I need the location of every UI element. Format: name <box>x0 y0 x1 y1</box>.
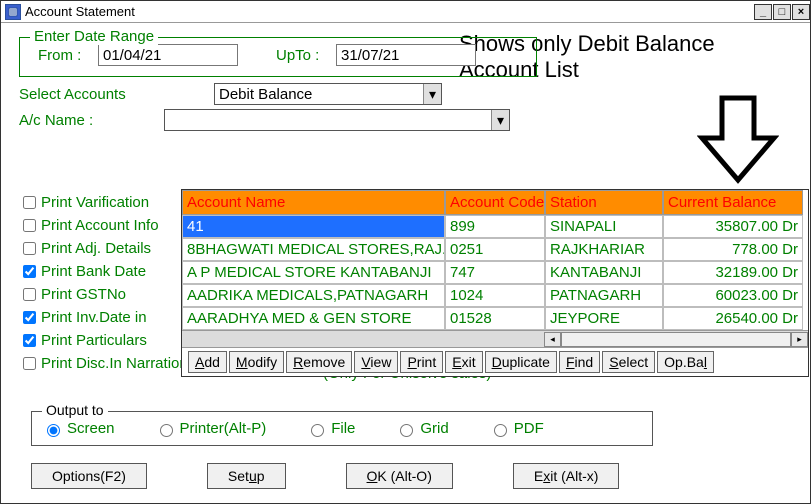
app-icon <box>5 4 21 20</box>
grid-row[interactable]: AADRIKA MEDICALS,PATNAGARH 1024 PATNAGAR… <box>182 284 808 307</box>
close-button[interactable]: × <box>792 4 810 20</box>
upto-label: UpTo : <box>276 47 336 64</box>
cell-name: AARADHYA MED & GEN STORE <box>182 307 445 330</box>
scroll-right-icon[interactable]: ▸ <box>791 332 808 347</box>
cell-name: AADRIKA MEDICALS,PATNAGARH <box>182 284 445 307</box>
select-accounts-label: Select Accounts <box>19 86 214 103</box>
grid-body: 41 899 SINAPALI 35807.00 Dr 8BHAGWATI ME… <box>182 215 808 330</box>
print-gstno-checkbox[interactable] <box>23 288 36 301</box>
col-header-name[interactable]: Account Name <box>182 190 445 215</box>
add-button[interactable]: Add <box>188 351 227 373</box>
date-range-fieldset: Enter Date Range From : UpTo : <box>19 37 537 77</box>
chevron-down-icon[interactable]: ▾ <box>423 84 441 104</box>
horizontal-scrollbar[interactable]: ◂ ▸ <box>182 330 808 347</box>
from-label: From : <box>38 47 98 64</box>
output-to-legend: Output to <box>42 402 108 418</box>
annotation-arrow-icon <box>697 93 779 185</box>
cell-balance: 60023.00 Dr <box>663 284 803 307</box>
grid-toolbar: Add Modify Remove View Print Exit Duplic… <box>182 347 808 376</box>
cell-name: A P MEDICAL STORE KANTABANJI <box>182 261 445 284</box>
print-particulars-label: Print Particulars <box>41 332 147 349</box>
output-printer-radio[interactable]: Printer(Alt-P) <box>155 420 267 437</box>
select-accounts-combo[interactable]: ▾ <box>214 83 442 105</box>
print-account-info-label: Print Account Info <box>41 217 159 234</box>
output-file-radio[interactable]: File <box>306 420 355 437</box>
modify-button[interactable]: Modify <box>229 351 284 373</box>
find-button[interactable]: Find <box>559 351 600 373</box>
exit-button[interactable]: Exit <box>445 351 482 373</box>
output-to-fieldset: Output to Screen Printer(Alt-P) File Gri… <box>31 411 653 446</box>
print-adj-details-checkbox[interactable] <box>23 242 36 255</box>
cell-station: PATNAGARH <box>545 284 663 307</box>
window-title: Account Statement <box>25 4 135 19</box>
print-button[interactable]: Print <box>400 351 443 373</box>
upto-date-input[interactable] <box>336 44 476 66</box>
print-options-group: Print Varification Print Account Info Pr… <box>19 193 199 377</box>
cell-station: KANTABANJI <box>545 261 663 284</box>
chevron-down-icon[interactable]: ▾ <box>491 110 509 130</box>
print-particulars-checkbox[interactable] <box>23 334 36 347</box>
ac-name-combo[interactable]: ▾ <box>164 109 510 131</box>
ok-button[interactable]: OK (Alt-O) <box>346 463 453 489</box>
cell-balance: 778.00 Dr <box>663 238 803 261</box>
col-header-station[interactable]: Station <box>545 190 663 215</box>
print-bank-date-checkbox[interactable] <box>23 265 36 278</box>
grid-row[interactable]: 8BHAGWATI MEDICAL STORES,RAJ... 0251 RAJ… <box>182 238 808 261</box>
account-statement-window: Account Statement _ □ × Shows only Debit… <box>0 0 811 504</box>
output-screen-radio[interactable]: Screen <box>42 420 115 437</box>
grid-header-row: Account Name Account Code Station Curren… <box>182 190 808 215</box>
ac-name-input[interactable] <box>165 110 491 130</box>
duplicate-button[interactable]: Duplicate <box>485 351 557 373</box>
print-disc-narration-label: Print Disc.In Narration <box>41 355 188 372</box>
cell-balance: 26540.00 Dr <box>663 307 803 330</box>
print-adj-details-label: Print Adj. Details <box>41 240 151 257</box>
cell-balance: 32189.00 Dr <box>663 261 803 284</box>
cell-code: 747 <box>445 261 545 284</box>
col-header-balance[interactable]: Current Balance <box>663 190 803 215</box>
grid-row[interactable]: 41 899 SINAPALI 35807.00 Dr <box>182 215 808 238</box>
from-date-input[interactable] <box>98 44 238 66</box>
output-grid-radio[interactable]: Grid <box>395 420 448 437</box>
print-verification-label: Print Varification <box>41 194 149 211</box>
cell-code: 01528 <box>445 307 545 330</box>
cell-station: SINAPALI <box>545 215 663 238</box>
minimize-button[interactable]: _ <box>754 4 772 20</box>
cell-station: RAJKHARIAR <box>545 238 663 261</box>
cell-name: 8BHAGWATI MEDICAL STORES,RAJ... <box>182 238 445 261</box>
cell-code: 0251 <box>445 238 545 261</box>
date-range-legend: Enter Date Range <box>30 28 158 45</box>
output-pdf-radio[interactable]: PDF <box>489 420 544 437</box>
bottom-button-row: Options(F2) Setup OK (Alt-O) Exit (Alt-x… <box>31 463 619 489</box>
print-account-info-checkbox[interactable] <box>23 219 36 232</box>
cell-code: 899 <box>445 215 545 238</box>
opbal-button[interactable]: Op.Bal <box>657 351 714 373</box>
scroll-left-icon[interactable]: ◂ <box>544 332 561 347</box>
grid-row[interactable]: AARADHYA MED & GEN STORE 01528 JEYPORE 2… <box>182 307 808 330</box>
accounts-grid: Account Name Account Code Station Curren… <box>181 189 809 377</box>
print-invdate-label: Print Inv.Date in <box>41 309 147 326</box>
cell-station: JEYPORE <box>545 307 663 330</box>
cell-name: 41 <box>182 215 445 238</box>
print-invdate-checkbox[interactable] <box>23 311 36 324</box>
select-accounts-input[interactable] <box>215 84 423 104</box>
setup-button[interactable]: Setup <box>207 463 286 489</box>
ac-name-label: A/c Name : <box>19 112 164 129</box>
cell-code: 1024 <box>445 284 545 307</box>
remove-button[interactable]: Remove <box>286 351 352 373</box>
maximize-button[interactable]: □ <box>773 4 791 20</box>
col-header-code[interactable]: Account Code <box>445 190 545 215</box>
exit-bottom-button[interactable]: Exit (Alt-x) <box>513 463 620 489</box>
print-disc-narration-checkbox[interactable] <box>23 357 36 370</box>
view-button[interactable]: View <box>354 351 398 373</box>
cell-balance: 35807.00 Dr <box>663 215 803 238</box>
titlebar: Account Statement _ □ × <box>1 1 810 23</box>
grid-row[interactable]: A P MEDICAL STORE KANTABANJI 747 KANTABA… <box>182 261 808 284</box>
options-button[interactable]: Options(F2) <box>31 463 147 489</box>
print-bank-date-label: Print Bank Date <box>41 263 146 280</box>
print-verification-checkbox[interactable] <box>23 196 36 209</box>
select-button[interactable]: Select <box>602 351 655 373</box>
print-gstno-label: Print GSTNo <box>41 286 126 303</box>
